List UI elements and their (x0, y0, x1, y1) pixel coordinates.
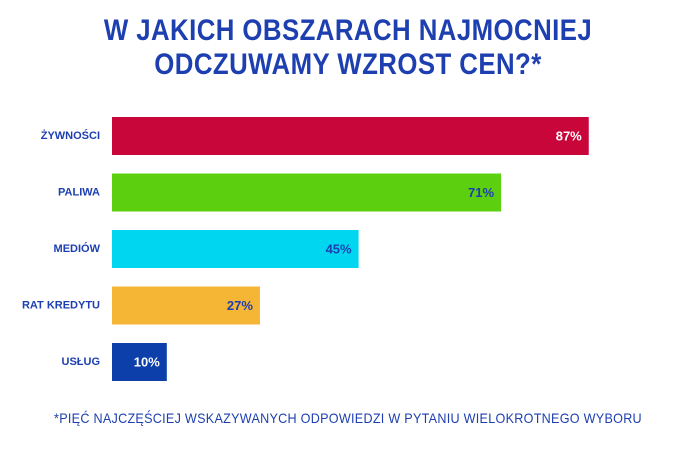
bar-2 (112, 230, 359, 268)
bar-4 (112, 343, 167, 381)
bar-3 (112, 286, 260, 325)
bar-0 (112, 117, 589, 155)
category-label-2: MEDIÓW (54, 242, 101, 255)
chart-title: W JAKICH OBSZARACH NAJMOCNIEJ ODCZUWAMY … (49, 14, 648, 82)
chart-title-line-2: ODCZUWAMY WZROST CEN?* (154, 48, 542, 81)
value-label-3: 27% (227, 298, 253, 313)
chart-title-line-1: W JAKICH OBSZARACH NAJMOCNIEJ (103, 14, 593, 47)
value-label-1: 71% (468, 185, 494, 200)
value-label-4: 10% (134, 355, 160, 370)
value-label-2: 45% (326, 242, 352, 257)
value-label-0: 87% (556, 129, 582, 144)
category-label-0: ŻYWNOŚCI (41, 129, 100, 142)
category-label-1: PALIWA (58, 187, 100, 199)
category-label-4: USŁUG (62, 356, 101, 368)
footnote: *PIĘĆ NAJCZĘŚCIEJ WSKAZYWANYCH ODPOWIEDZ… (54, 410, 642, 426)
category-label-3: RAT KREDYTU (22, 300, 100, 312)
bar-1 (112, 173, 502, 212)
